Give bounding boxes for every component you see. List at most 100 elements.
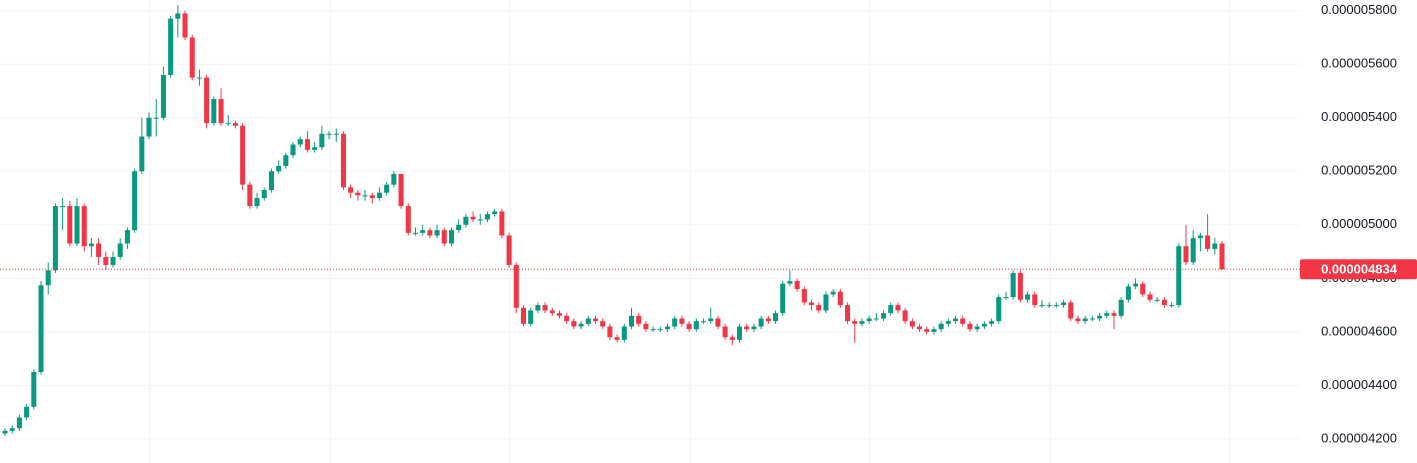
candle-body [859, 321, 865, 324]
candle-body [535, 305, 541, 311]
candle-body [304, 139, 310, 150]
candle-body [9, 428, 15, 431]
candle-body [168, 18, 174, 75]
candle-body [686, 323, 692, 330]
candle-body [182, 13, 188, 38]
candle-body [643, 323, 649, 330]
candle-body [1111, 313, 1117, 316]
candle-body [931, 329, 937, 332]
candle-body [953, 318, 959, 322]
candle-body [484, 214, 490, 220]
candle-body [405, 206, 411, 233]
candle-body [924, 329, 930, 332]
candle-body [981, 323, 987, 327]
candle-body [218, 99, 224, 124]
candle-body [1104, 313, 1110, 316]
candle-body [578, 323, 584, 327]
candle-body [715, 318, 721, 327]
candle-body [974, 326, 980, 330]
candle-body [110, 256, 116, 265]
candle-body [1183, 246, 1189, 263]
candle-body [139, 136, 145, 172]
candle-body [823, 294, 829, 311]
candle-body [297, 139, 303, 145]
y-tick-label: 0.000005600 [1321, 56, 1397, 71]
candle-body [1017, 272, 1023, 300]
y-tick-label: 0.000004200 [1321, 430, 1397, 445]
candle-body [24, 406, 30, 418]
candle-body [1154, 299, 1160, 301]
candle-body [996, 297, 1002, 322]
candle-body [1046, 305, 1052, 307]
candle-body [945, 321, 951, 324]
candle-body [542, 305, 548, 311]
candle-body [240, 125, 246, 185]
candle-body [132, 171, 138, 231]
candle-body [816, 305, 822, 311]
candle-body [38, 285, 44, 373]
candle-body [1097, 315, 1103, 319]
candle-body [765, 318, 771, 322]
candle-body [1032, 294, 1038, 306]
candle-body [391, 173, 397, 185]
candle-body [809, 302, 815, 306]
vertical-grid [149, 0, 1231, 463]
candle-body [873, 318, 879, 320]
candle-body [204, 77, 210, 124]
candle-body [1118, 299, 1124, 316]
candle-body [758, 318, 764, 327]
candle-body [585, 318, 591, 324]
candle-body [290, 144, 296, 156]
candle-body [67, 206, 73, 244]
candle-body [737, 326, 743, 340]
candle-body [398, 173, 404, 207]
candle-body [837, 291, 843, 306]
candle-body [369, 195, 375, 199]
candle-body [751, 326, 757, 330]
candle-body [881, 313, 887, 319]
candle-body [189, 37, 195, 78]
candle-body [1205, 235, 1211, 249]
candle-body [621, 326, 627, 340]
candle-body [664, 326, 671, 330]
candle-body [1068, 302, 1074, 319]
candle-body [1053, 305, 1059, 307]
candle-body [693, 321, 699, 330]
candle-body [679, 318, 685, 324]
candle-body [2, 430, 8, 434]
candle-body [895, 305, 901, 311]
candle-body [52, 206, 58, 271]
candle-body [967, 323, 973, 330]
candle-body [556, 313, 563, 316]
candle-body [326, 133, 332, 135]
candle-body [773, 313, 779, 322]
y-tick-label: 0.000005200 [1321, 163, 1397, 178]
candle-body [506, 235, 512, 265]
candle-body [175, 13, 181, 19]
candle-body [1025, 294, 1031, 300]
y-tick-label: 0.000004600 [1321, 323, 1397, 338]
candle-body [549, 310, 555, 314]
candle-body [722, 326, 728, 338]
candle-body [636, 315, 642, 324]
candle-body [1075, 318, 1081, 322]
candle-body [571, 321, 577, 327]
last-price-label: 0.000004834 [1321, 262, 1398, 277]
candle-body [1089, 318, 1095, 320]
candle-body [650, 329, 656, 331]
candle-body [1169, 305, 1175, 307]
candle-body [412, 232, 418, 234]
candle-body [492, 211, 498, 215]
candle-body [268, 171, 274, 191]
y-tick-label: 0.000005400 [1321, 109, 1397, 124]
candle-body [376, 192, 382, 199]
y-tick-label: 0.000005800 [1321, 2, 1397, 17]
candle-body [463, 216, 469, 225]
candle-body [1176, 246, 1182, 306]
candle-body [528, 310, 534, 324]
candle-body [845, 305, 851, 322]
candle-body [938, 323, 944, 330]
candle-body [362, 195, 368, 197]
candle-body [88, 243, 94, 247]
candle-body [96, 243, 102, 257]
